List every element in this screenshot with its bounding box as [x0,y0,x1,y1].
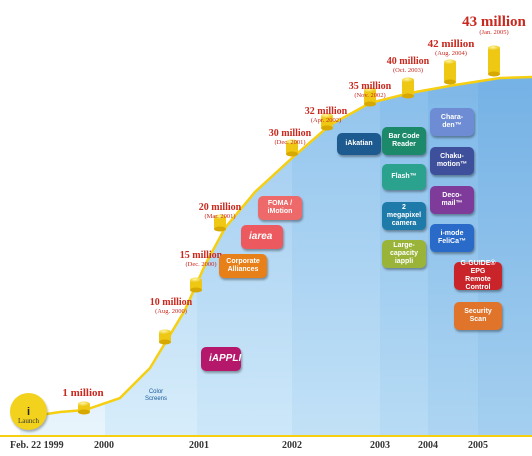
milestone-coin [159,329,171,345]
feature-badge: Chara-den™ [430,108,474,136]
feature-badge: Security Scan [454,302,502,330]
feature-badge: FOMA / iMotion [258,196,302,220]
milestone-labels: 1 million 10 million(Aug. 2000) 15 million… [62,14,526,399]
feature-badge: Deco-mail™ [430,186,474,214]
milestone-coin [286,139,298,157]
x-tick-label: 2002 [282,440,302,451]
feature-badge: iarea [241,225,283,249]
launch-badge: i Launch [10,393,47,430]
feature-badge: Flash™ [382,164,426,190]
milestone-coin [214,214,226,232]
milestone-date: (Aug. 2000) [155,308,187,315]
milestone-value: 1 million [62,387,103,399]
milestone-coin [364,87,376,107]
milestone-markers [78,45,500,415]
feature-badge: iAPPLI [201,347,241,371]
sky-mask [0,0,532,418]
milestone-date: (Mar. 2001) [204,213,235,220]
launch-label: Launch [18,417,39,425]
x-tick-label: 2000 [94,440,114,451]
milestone-date: (Nov. 2002) [354,92,385,99]
milestone-date: (Jan. 2005) [479,29,508,36]
milestone-date: (Dec. 2001) [274,139,305,146]
feature-badge: Corporate Alliances [219,254,267,278]
milestone-date: (Apr. 2002) [311,117,341,124]
feature-color-screens: Color Screens [144,389,167,402]
i-mode-logo-icon: i [26,406,31,418]
feature-badge: iAkatian [337,133,381,155]
x-axis: Feb. 22 1999 2000 2001 2002 2003 2004 2005 [0,435,532,451]
feature-badge: Chaku-motion™ [430,147,474,175]
feature-badge: Bar Code Reader [382,127,426,155]
milestone-value: 10 million [150,297,193,308]
milestone-coin [444,59,456,85]
feature-badge: 2 megapixel camera [382,202,426,230]
milestone-coin [78,401,90,415]
milestone-value: 43 million [462,14,526,30]
milestone-value: 42 million [428,38,475,50]
x-tick-start: Feb. 22 1999 [10,440,64,451]
milestone-value: 30 million [269,128,312,139]
feature-badge: G-GUIDE® EPG Remote Control [454,260,502,291]
feature-badge: i-mode FeliCa™ [430,224,474,252]
milestone-date: (Aug. 2004) [435,50,467,57]
milestone-coin [488,45,500,77]
x-tick-label: 2001 [189,440,209,451]
milestone-value: 35 million [349,81,392,92]
milestone-value: 40 million [387,56,430,67]
milestone-value: 32 million [305,106,348,117]
x-tick-label: 2005 [468,440,488,451]
feature-badge: Large-capacity iappli [382,240,426,268]
milestone-value: 15 million [180,250,223,261]
x-tick-label: 2004 [418,440,438,451]
milestone-date: (Dec. 2000) [185,261,216,268]
milestone-coin [190,277,202,293]
milestone-value: 20 million [199,202,242,213]
x-tick-label: 2003 [370,440,390,451]
milestone-coin [321,113,333,131]
milestone-date: (Oct. 2003) [393,67,423,74]
milestone-coin [402,77,414,99]
